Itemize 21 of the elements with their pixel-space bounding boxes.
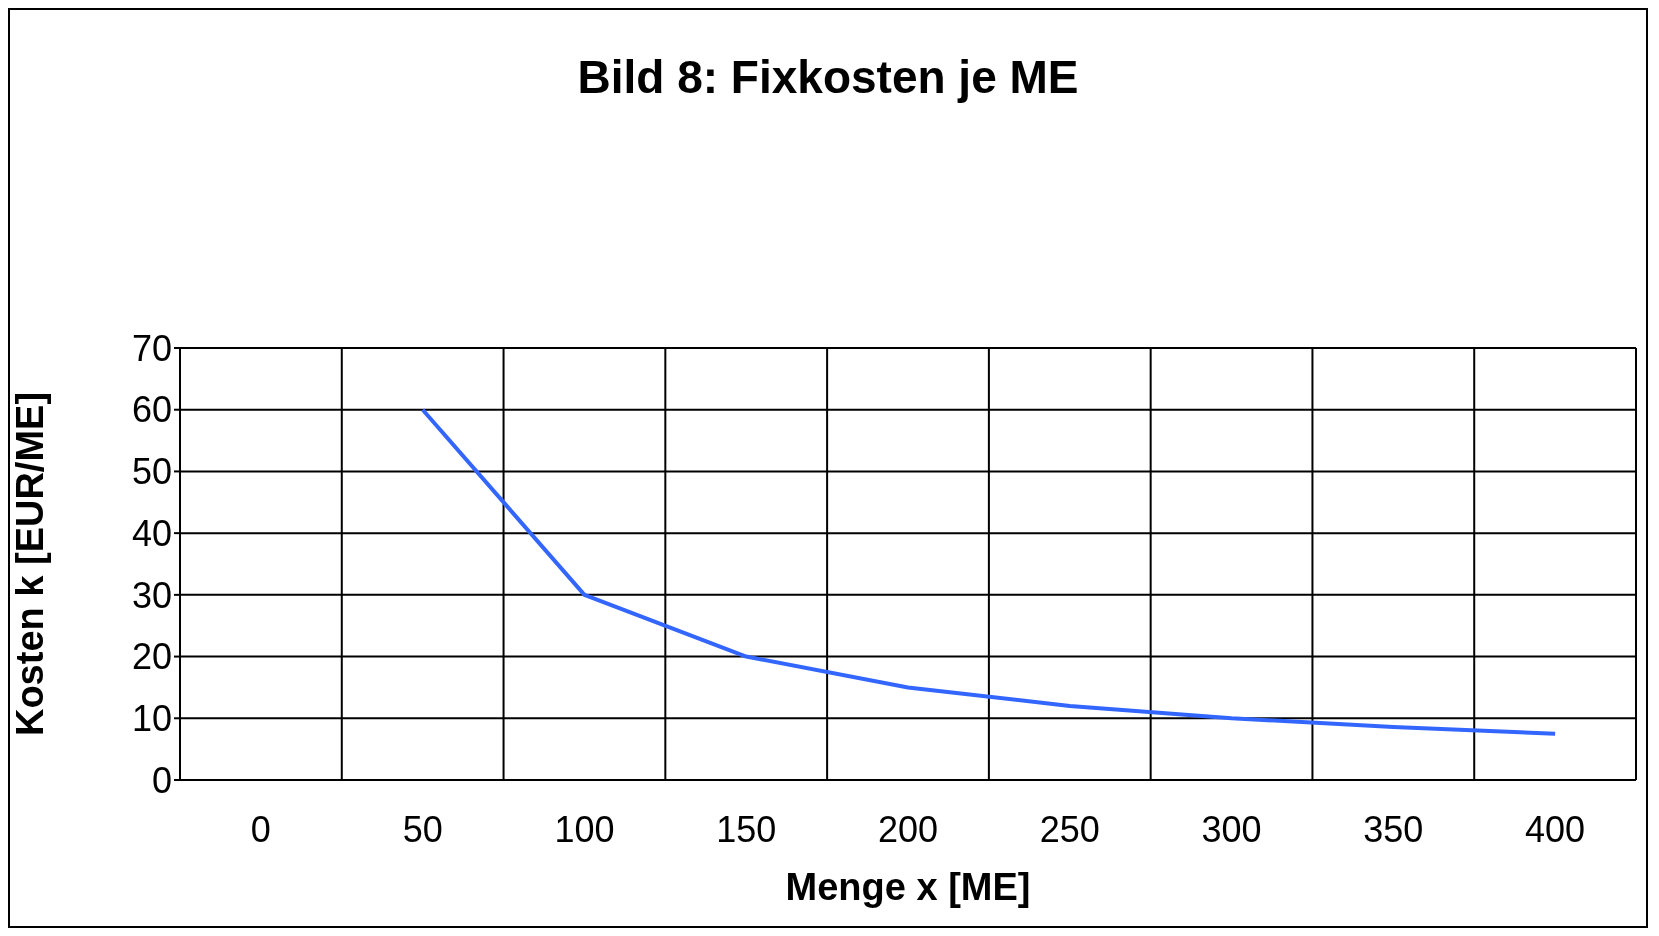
x-tick-label: 100: [554, 808, 615, 850]
x-tick-label: 200: [877, 808, 939, 850]
x-tick-label: 350: [1363, 808, 1424, 850]
x-tick-label: 400: [1525, 808, 1586, 850]
x-tick-label: 250: [1039, 808, 1100, 850]
y-tick-label: 30: [131, 574, 172, 616]
line-series: [420, 407, 1558, 736]
y-tick-label: 70: [131, 327, 172, 369]
y-tick-label: 10: [131, 698, 172, 740]
x-tick-label: 50: [402, 808, 443, 850]
y-axis-title: Kosten k [EUR/ME]: [9, 391, 52, 737]
chart-title: Bild 8: Fixkosten je ME: [576, 50, 1080, 104]
y-tick-label: 0: [151, 759, 172, 801]
y-tick-label: 20: [131, 636, 172, 678]
y-tick-label: 40: [131, 512, 172, 554]
x-tick-label: 0: [250, 808, 271, 850]
x-axis-title: Menge x [ME]: [785, 866, 1031, 908]
x-tick-label: 300: [1201, 808, 1262, 850]
y-tick-label: 50: [131, 451, 172, 493]
x-tick-label: 150: [716, 808, 777, 850]
y-tick-label: 60: [131, 389, 172, 431]
